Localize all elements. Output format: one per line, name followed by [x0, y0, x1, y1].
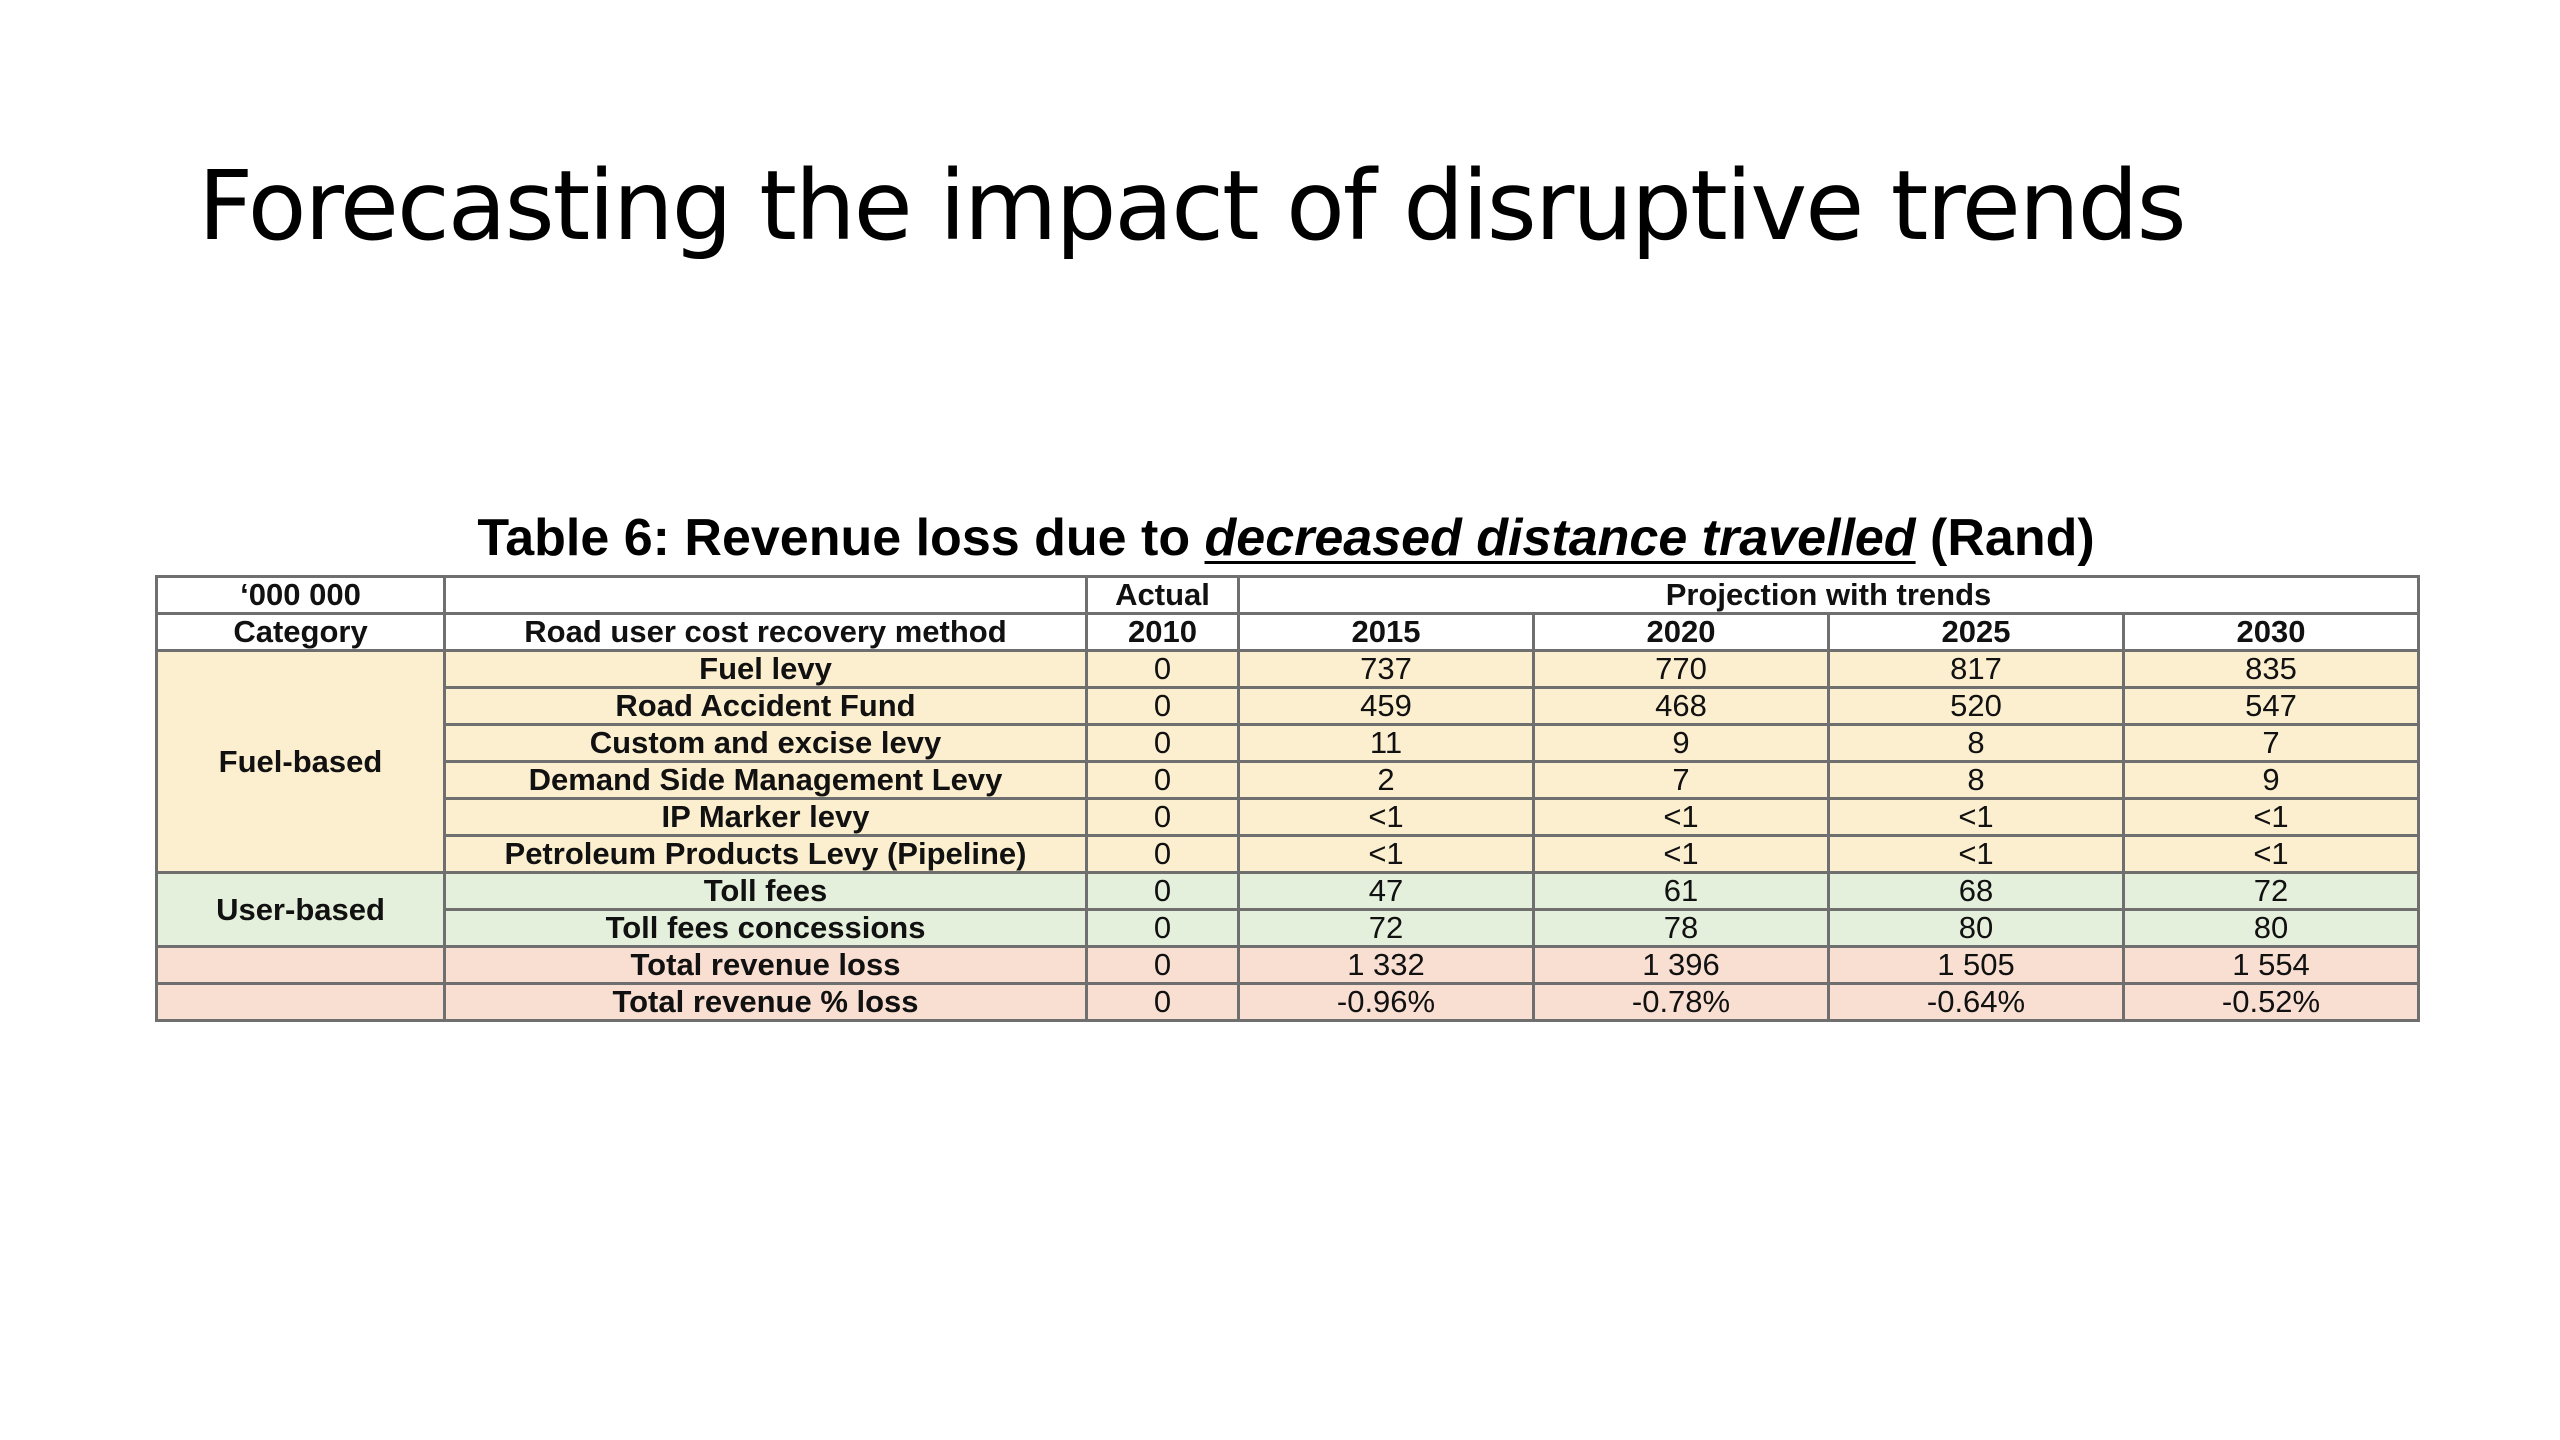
header-row-top: ‘000 000 Actual Projection with trends [155, 575, 2421, 615]
slide-title: Forecasting the impact of disruptive tre… [198, 150, 2187, 262]
empty-category-cell [155, 945, 446, 985]
value-cell: 9 [2121, 760, 2421, 800]
value-cell: 61 [1532, 871, 1830, 911]
value-cell: 72 [1237, 908, 1535, 948]
value-cell: 2 [1237, 760, 1535, 800]
value-cell: 0 [1085, 982, 1240, 1022]
value-cell: 0 [1085, 908, 1240, 948]
value-cell: 1 396 [1532, 945, 1830, 985]
value-cell: 9 [1532, 723, 1830, 763]
value-cell: 770 [1532, 649, 1830, 689]
value-cell: 0 [1085, 945, 1240, 985]
value-cell: 1 554 [2121, 945, 2421, 985]
value-cell: 468 [1532, 686, 1830, 726]
value-cell: -0.78% [1532, 982, 1830, 1022]
value-cell: 0 [1085, 871, 1240, 911]
table-row: IP Marker levy 0 <1 <1 <1 <1 [156, 797, 2421, 837]
table-row: Petroleum Products Levy (Pipeline) 0 <1 … [156, 834, 2421, 874]
method-cell: Fuel levy [443, 649, 1088, 689]
total-percent-row: Total revenue % loss 0 -0.96% -0.78% -0.… [155, 982, 2421, 1022]
total-row: Total revenue loss 0 1 332 1 396 1 505 1… [155, 945, 2421, 985]
table-caption: Table 6: Revenue loss due to decreased d… [155, 508, 2417, 568]
caption-emphasis: decreased distance travelled [1204, 509, 1916, 567]
value-cell: 0 [1085, 649, 1240, 689]
value-cell: 1 332 [1237, 945, 1535, 985]
method-header: Road user cost recovery method [443, 612, 1088, 652]
year-header: 2015 [1237, 612, 1535, 652]
units-cell: ‘000 000 [155, 575, 446, 615]
value-cell: 547 [2121, 686, 2421, 726]
header-row-bottom: Category Road user cost recovery method … [155, 612, 2421, 652]
value-cell: <1 [1827, 834, 2125, 874]
category-header: Category [155, 612, 446, 652]
value-cell: 737 [1237, 649, 1535, 689]
value-cell: 80 [2121, 908, 2421, 948]
value-cell: 0 [1085, 834, 1240, 874]
value-cell: <1 [1532, 797, 1830, 837]
value-cell: 0 [1085, 723, 1240, 763]
value-cell: 8 [1827, 760, 2125, 800]
value-cell: -0.64% [1827, 982, 2125, 1022]
value-cell: -0.52% [2121, 982, 2421, 1022]
method-cell: Toll fees [443, 871, 1088, 911]
value-cell: 8 [1827, 723, 2125, 763]
value-cell: 68 [1827, 871, 2125, 911]
caption-suffix: (Rand) [1915, 509, 2095, 567]
table-row: Road Accident Fund 0 459 468 520 547 [156, 686, 2421, 726]
value-cell: 7 [1532, 760, 1830, 800]
value-cell: 0 [1085, 797, 1240, 837]
value-cell: 520 [1827, 686, 2125, 726]
group-user-based: User-based [155, 871, 446, 948]
value-cell: 78 [1532, 908, 1830, 948]
year-header: 2030 [2121, 612, 2421, 652]
year-header: 2020 [1532, 612, 1830, 652]
method-cell: Road Accident Fund [443, 686, 1088, 726]
table-row: Toll fees concessions 0 72 78 80 80 [156, 908, 2421, 948]
method-cell: Total revenue % loss [443, 982, 1088, 1022]
method-blank-cell [443, 575, 1088, 615]
value-cell: 47 [1237, 871, 1535, 911]
group-fuel-based: Fuel-based [155, 649, 446, 874]
table-row: Custom and excise levy 0 11 9 8 7 [156, 723, 2421, 763]
value-cell: 11 [1237, 723, 1535, 763]
value-cell: 7 [2121, 723, 2421, 763]
method-cell: Demand Side Management Levy [443, 760, 1088, 800]
table-row: Fuel-based Fuel levy 0 737 770 817 835 [155, 649, 2421, 874]
actual-header: Actual [1085, 575, 1240, 615]
table-row: Demand Side Management Levy 0 2 7 8 9 [156, 760, 2421, 800]
value-cell: -0.96% [1237, 982, 1535, 1022]
method-cell: Custom and excise levy [443, 723, 1088, 763]
value-cell: <1 [1532, 834, 1830, 874]
empty-category-cell [155, 982, 446, 1022]
projection-header: Projection with trends [1236, 575, 2421, 615]
value-cell: <1 [2121, 834, 2421, 874]
value-cell: <1 [1827, 797, 2125, 837]
table-row: User-based Toll fees 0 47 61 68 72 [155, 871, 2421, 948]
value-cell: 0 [1085, 760, 1240, 800]
revenue-loss-table: ‘000 000 Actual Projection with trends C… [155, 575, 2421, 1022]
method-cell: Total revenue loss [443, 945, 1088, 985]
year-header: 2025 [1827, 612, 2125, 652]
method-cell: Petroleum Products Levy (Pipeline) [443, 834, 1088, 874]
value-cell: 80 [1827, 908, 2125, 948]
value-cell: 835 [2121, 649, 2421, 689]
value-cell: <1 [1237, 797, 1535, 837]
method-cell: IP Marker levy [443, 797, 1088, 837]
value-cell: 459 [1237, 686, 1535, 726]
value-cell: <1 [1237, 834, 1535, 874]
value-cell: 817 [1827, 649, 2125, 689]
value-cell: <1 [2121, 797, 2421, 837]
value-cell: 0 [1085, 686, 1240, 726]
value-cell: 72 [2121, 871, 2421, 911]
value-cell: 1 505 [1827, 945, 2125, 985]
year-header: 2010 [1085, 612, 1240, 652]
method-cell: Toll fees concessions [443, 908, 1088, 948]
caption-prefix: Table 6: Revenue loss due to [477, 509, 1205, 567]
